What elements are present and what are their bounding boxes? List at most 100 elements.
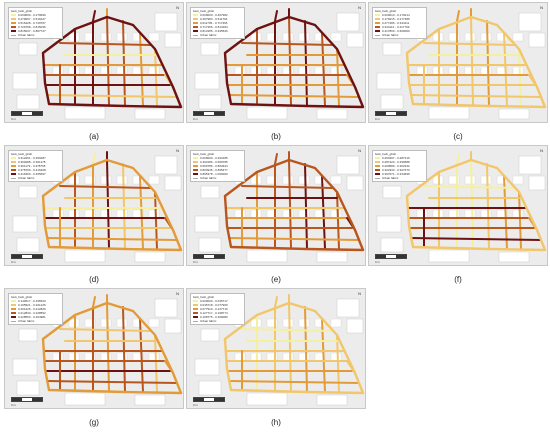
building-block [154,12,178,32]
panel-caption: (f) [454,275,462,284]
scale-bar [193,254,225,259]
panel-caption: (e) [271,275,281,284]
building-block [282,318,294,328]
building-block [448,32,460,42]
map-panel-d: betti_betti_gbsb 0.312261 - 0.350287 0.3… [4,145,184,266]
legend-swatch [11,173,16,175]
street-segment [486,163,490,250]
map-panel-b: betti_betti_gbsb 0.000000 - 0.467982 0.4… [186,2,366,123]
street-segment [46,237,178,241]
panel-caption: (a) [89,132,99,141]
legend-entry: Urban fabric [375,33,424,37]
building-block [100,318,112,328]
building-block [518,12,542,32]
legend-entry: 0.717366 - 0.813184 [193,25,242,29]
building-block [464,209,476,219]
map-legend: betti_betti_gbsb 0.000000 - 0.045717 0.0… [190,293,245,325]
legend-entry: 0.361179 - 0.378765 [11,164,60,168]
north-arrow-icon: N [358,291,361,296]
panel-caption: (b) [271,132,281,141]
legend-entry: 0.287420 - 0.299588 [375,160,424,164]
scale-label: 0 m [11,403,17,407]
building-block [234,352,246,362]
building-block [480,66,492,76]
building-block [330,175,342,185]
map-panel-f: betti_betti_gbsb 0.260497 - 0.287419 0.2… [368,145,548,266]
building-block [282,66,294,76]
scale-label: 0 m [193,403,199,407]
north-arrow-icon: N [176,291,179,296]
map-legend: betti_betti_gbsb 0.140617 - 0.195520 0.1… [8,293,63,325]
building-block [382,185,402,199]
legend-entry: 0.611795 - 0.717365 [193,21,242,25]
scale-bar [11,111,43,116]
legend-entry: 0.198775 - 0.309080 [193,315,242,319]
scale-bar [11,397,43,402]
scale-bar [193,397,225,402]
legend-swatch [11,30,16,32]
building-block [528,32,546,48]
street-segment [410,94,542,98]
building-block [330,209,342,219]
building-block [148,352,160,362]
building-block [134,394,166,406]
building-block [428,106,470,120]
legend-swatch [375,22,380,24]
building-block [84,175,96,185]
street-segment [304,20,308,107]
building-block [100,66,112,76]
street-outline [223,15,365,109]
legend-swatch [193,177,198,179]
street-outline [41,158,183,252]
street-segment [92,153,96,165]
street-segment [274,10,278,22]
building-block [154,298,178,318]
street-segment [59,42,151,46]
building-block [134,108,166,120]
building-block [298,352,310,362]
legend-entry: 0.344112 - 0.417799 [375,25,424,29]
legend-swatch [193,18,198,20]
street-segment [304,306,308,393]
legend-title: betti_betti_gbsb [193,152,215,156]
street-network-map [194,151,365,263]
legend-entry: 0.000000 - 0.493185 [193,156,242,160]
scale-label: 0 m [11,117,17,121]
panel-caption: (c) [453,132,463,141]
legend-title: betti_betti_gbsb [193,9,215,13]
scale-label: 0 m [375,260,381,264]
building-block [194,358,220,376]
building-block [154,155,178,175]
legend-entry: 0.302333 - 0.307670 [375,168,424,172]
building-block [64,249,106,263]
building-block [18,42,38,56]
legend-swatch [375,177,380,179]
legend-entry: Urban fabric [11,319,60,323]
building-block [512,66,524,76]
building-block [528,175,546,191]
legend-entry: 0.467983 - 0.611794 [193,17,242,21]
legend-entry: Urban fabric [375,176,424,180]
building-block [518,155,542,175]
building-block [428,249,470,263]
building-block [336,298,360,318]
building-block [316,108,348,120]
building-block [134,251,166,263]
building-block [416,209,428,219]
building-block [336,12,360,32]
street-outline [223,301,365,395]
legend-entry: Urban fabric [11,33,60,37]
street-segment [92,296,96,308]
legend-swatch [193,14,198,16]
building-block [52,209,64,219]
legend-swatch [375,157,380,159]
scale-bar [193,111,225,116]
scale-bar [11,254,43,259]
legend-swatch [193,308,198,310]
street-segment [106,159,110,249]
building-block [100,175,112,185]
legend-swatch [11,169,16,171]
legend-entry: 0.307671 - 0.334695 [375,172,424,176]
building-block [480,175,492,185]
legend-swatch [375,26,380,28]
